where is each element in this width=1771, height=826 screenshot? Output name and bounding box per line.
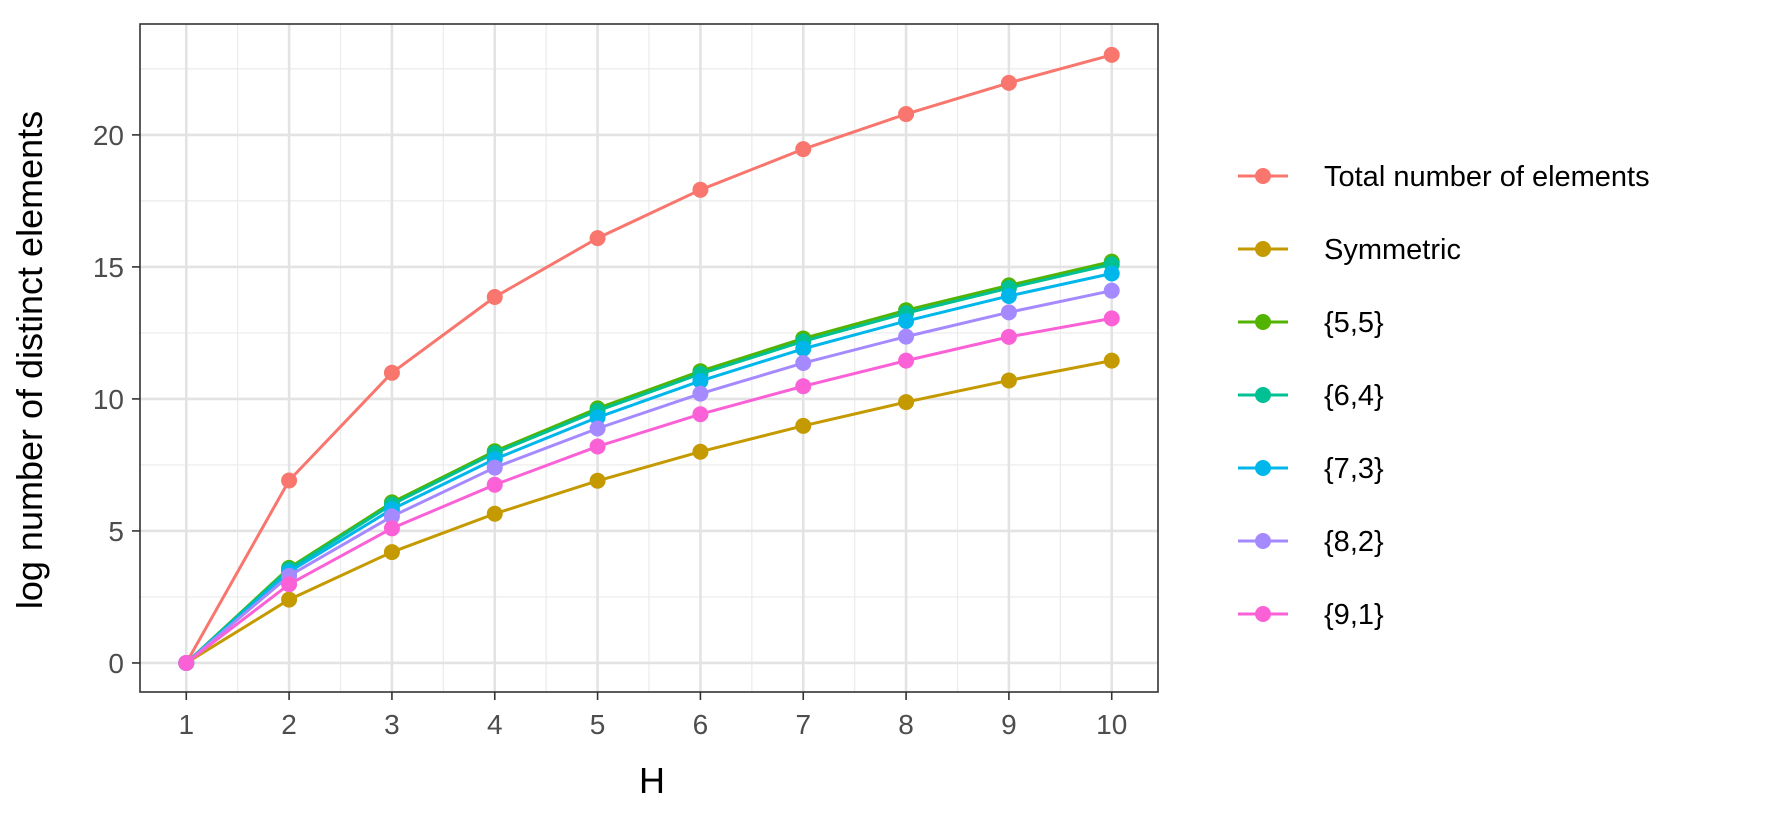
data-point — [898, 394, 915, 411]
legend-key-point — [1255, 606, 1271, 622]
data-point — [1103, 265, 1120, 282]
x-tick-label: 6 — [693, 709, 709, 740]
x-tick-label: 10 — [1096, 709, 1127, 740]
legend-key-point — [1255, 533, 1271, 549]
x-tick-label: 5 — [590, 709, 606, 740]
data-point — [383, 508, 400, 525]
series-line — [185, 289, 1113, 665]
legend-label: {6,4} — [1324, 380, 1384, 412]
data-point — [692, 385, 709, 402]
data-point — [1000, 287, 1017, 304]
data-point — [486, 459, 503, 476]
x-tick-label: 3 — [384, 709, 400, 740]
legend-label: Total number of elements — [1324, 161, 1650, 193]
data-point — [795, 355, 812, 372]
x-axis-title: H — [639, 760, 665, 801]
y-axis-ticks: 0 5 10 15 20 — [93, 120, 140, 679]
x-tick-label: 7 — [795, 709, 811, 740]
y-tick-label: 5 — [108, 516, 124, 547]
legend-item: Symmetric — [1238, 234, 1461, 266]
data-point — [589, 230, 606, 247]
data-point — [795, 378, 812, 395]
legend-label: Symmetric — [1324, 234, 1461, 266]
data-point — [898, 106, 915, 123]
x-tick-label: 2 — [281, 709, 297, 740]
legend: Total number of elements Symmetric {5,5} {6… — [1238, 161, 1650, 631]
legend-key-point — [1255, 241, 1271, 257]
data-point — [1103, 282, 1120, 299]
data-point — [692, 406, 709, 423]
legend-item: {8,2} — [1238, 526, 1384, 558]
legend-item: Total number of elements — [1238, 161, 1650, 193]
data-point — [1103, 310, 1120, 327]
data-point — [692, 372, 709, 389]
series-line — [185, 262, 1113, 665]
data-point — [795, 417, 812, 434]
series-4 — [178, 265, 1120, 671]
data-point — [795, 141, 812, 158]
legend-item: {5,5} — [1238, 307, 1384, 339]
data-point — [1103, 46, 1120, 63]
data-point — [281, 591, 298, 608]
y-tick-label: 10 — [93, 384, 124, 415]
data-point — [898, 328, 915, 345]
series-6 — [178, 310, 1120, 671]
x-tick-label: 9 — [1001, 709, 1017, 740]
legend-item: {6,4} — [1238, 380, 1384, 412]
x-axis-ticks: 1 2 3 4 5 6 7 8 9 10 — [178, 692, 1127, 740]
legend-label: {8,2} — [1324, 526, 1384, 558]
data-point — [281, 576, 298, 593]
data-point — [898, 313, 915, 330]
legend-label: {7,3} — [1324, 453, 1384, 485]
x-tick-label: 1 — [178, 709, 194, 740]
x-tick-label: 8 — [898, 709, 914, 740]
y-tick-label: 15 — [93, 252, 124, 283]
data-point — [1000, 372, 1017, 389]
minor-gridlines — [140, 24, 1158, 692]
data-point — [1000, 74, 1017, 91]
data-point — [589, 420, 606, 437]
data-point — [795, 340, 812, 357]
series-layer — [178, 46, 1120, 671]
data-point — [178, 654, 195, 671]
y-tick-label: 20 — [93, 120, 124, 151]
data-point — [1000, 304, 1017, 321]
series-line — [185, 359, 1113, 665]
y-tick-label: 0 — [108, 648, 124, 679]
data-point — [383, 544, 400, 561]
series-line — [185, 316, 1112, 665]
data-point — [589, 409, 606, 426]
data-point — [486, 505, 503, 522]
data-point — [486, 289, 503, 306]
legend-key-point — [1255, 168, 1271, 184]
series-1 — [178, 352, 1120, 671]
plot-panel-border — [139, 23, 1159, 693]
data-point — [486, 476, 503, 493]
data-point — [383, 364, 400, 381]
legend-label: {9,1} — [1324, 599, 1384, 631]
legend-item: {7,3} — [1238, 453, 1384, 485]
data-point — [281, 472, 298, 489]
legend-label: {5,5} — [1324, 307, 1384, 339]
legend-key-point — [1255, 387, 1271, 403]
x-tick-label: 4 — [487, 709, 503, 740]
legend-key-point — [1255, 314, 1271, 330]
series-line — [184, 53, 1113, 664]
data-point — [1000, 328, 1017, 345]
data-point — [589, 472, 606, 489]
data-point — [589, 438, 606, 455]
data-point — [692, 443, 709, 460]
data-point — [383, 520, 400, 537]
data-point — [898, 352, 915, 369]
data-point — [1103, 352, 1120, 369]
series-line — [185, 272, 1113, 665]
legend-key-point — [1255, 460, 1271, 476]
legend-item: {9,1} — [1238, 599, 1384, 631]
y-axis-title: log number of distinct elements — [9, 111, 50, 609]
data-point — [692, 181, 709, 198]
